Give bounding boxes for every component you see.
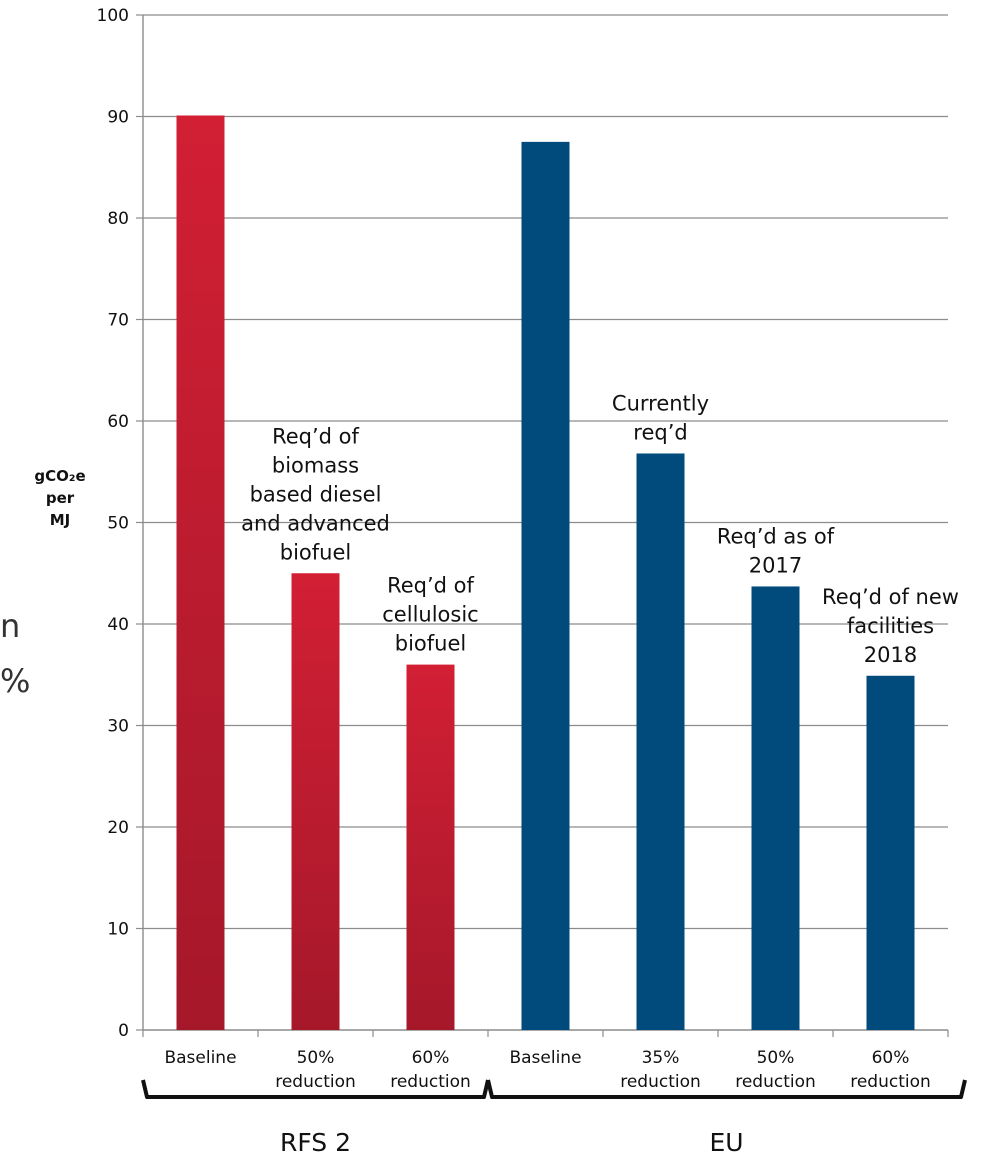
bar-annotation: req’d xyxy=(633,420,687,444)
group-label: RFS 2 xyxy=(280,1128,351,1157)
y-axis-label-line: gCO₂e xyxy=(34,467,85,485)
y-axis-label-line: per xyxy=(46,489,75,507)
bar xyxy=(636,453,685,1031)
x-tick-label: Baseline xyxy=(164,1048,236,1068)
bar-annotation: Currently xyxy=(612,391,709,415)
x-tick-label: reduction xyxy=(390,1072,471,1092)
y-tick-label: 10 xyxy=(107,920,129,940)
x-tick-label: 50% xyxy=(757,1048,795,1068)
background-text-fragments: n% xyxy=(0,607,30,700)
y-tick-label: 50 xyxy=(107,514,129,534)
background-fragment: n xyxy=(0,607,20,645)
x-tick-label: reduction xyxy=(850,1072,931,1092)
bar xyxy=(866,675,915,1030)
bar-annotation: biofuel xyxy=(395,632,466,656)
bar xyxy=(406,664,455,1030)
bar-annotation: and advanced xyxy=(241,511,390,535)
bar-annotation: cellulosic xyxy=(382,603,478,627)
group-label: EU xyxy=(709,1128,743,1157)
bar-annotation: Req’d of new xyxy=(822,585,959,609)
bar-annotation: based diesel xyxy=(250,482,382,506)
x-tick-label: 50% xyxy=(297,1048,335,1068)
y-tick-label: 20 xyxy=(107,818,129,838)
background-fragment: % xyxy=(0,662,30,700)
bar-annotation: 2018 xyxy=(864,643,917,667)
bar-annotations: Req’d of biomass based diesel and advanced b… xyxy=(241,391,959,666)
y-axis-label: gCO₂e per MJ xyxy=(34,467,85,529)
bar-annotation: facilities xyxy=(847,614,934,638)
y-tick-label: 40 xyxy=(107,615,129,635)
group-bracket xyxy=(141,1079,490,1099)
bar-annotation: biofuel xyxy=(280,540,351,564)
bar-annotation: Req’d of xyxy=(387,574,474,598)
y-tick-label: 100 xyxy=(97,6,129,26)
bar xyxy=(176,115,225,1031)
y-tick-label: 0 xyxy=(118,1021,129,1041)
y-tick-labels: 0 10 20 30 40 50 60 70 80 90 100 xyxy=(97,6,129,1041)
bar-annotation: Req’d of xyxy=(272,424,359,448)
bar xyxy=(521,141,570,1030)
group-bracket xyxy=(486,1079,967,1099)
x-tick-label: 60% xyxy=(412,1048,450,1068)
x-tick-label: reduction xyxy=(275,1072,356,1092)
x-tick-label: Baseline xyxy=(509,1048,581,1068)
y-tick-label: 90 xyxy=(107,108,129,128)
y-tick-label: 30 xyxy=(107,717,129,737)
bar-annotation: Req’d as of xyxy=(717,524,835,548)
y-tick-label: 80 xyxy=(107,209,129,229)
x-tick-label: reduction xyxy=(620,1072,701,1092)
category-labels: Baseline 50% reduction 60% reduction Baseline… xyxy=(164,1048,930,1092)
bar-annotation: biomass xyxy=(272,453,359,477)
x-tick-label: reduction xyxy=(735,1072,816,1092)
bar-annotation: 2017 xyxy=(749,553,802,577)
bar xyxy=(291,573,340,1030)
bars xyxy=(176,115,915,1031)
y-tick-label: 70 xyxy=(107,311,129,331)
group-brackets: RFS 2 EU xyxy=(141,1079,967,1157)
x-tick-label: 35% xyxy=(642,1048,680,1068)
bar xyxy=(751,586,800,1030)
y-tick-label: 60 xyxy=(107,412,129,432)
x-tick-label: 60% xyxy=(872,1048,910,1068)
y-axis-label-line: MJ xyxy=(50,511,71,529)
